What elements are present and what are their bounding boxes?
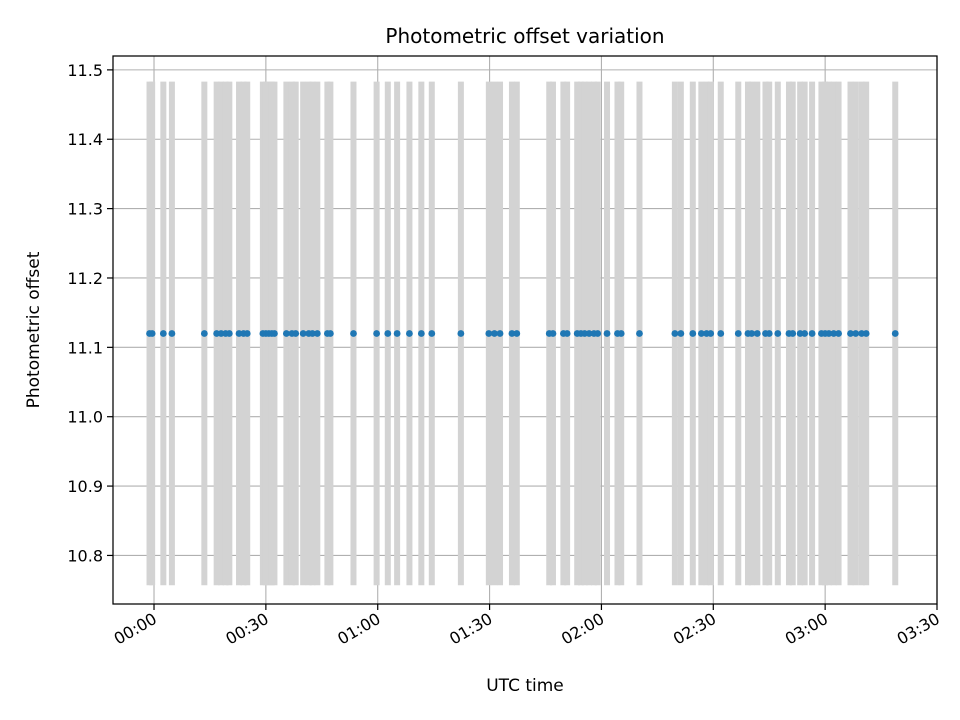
y-tick-label: 10.8: [67, 546, 103, 565]
data-point: [753, 330, 761, 337]
data-point: [765, 330, 773, 337]
data-point: [671, 330, 679, 337]
data-point: [801, 330, 809, 337]
data-point: [689, 330, 697, 337]
data-point: [617, 330, 625, 337]
data-point: [457, 330, 465, 337]
data-point: [313, 330, 321, 337]
chart-title: Photometric offset variation: [385, 24, 664, 48]
y-axis-label: Photometric offset: [24, 251, 44, 408]
data-point: [393, 330, 401, 337]
y-tick-label: 11.3: [67, 200, 103, 219]
data-points: [146, 330, 899, 337]
data-point: [697, 330, 705, 337]
data-point: [717, 330, 725, 337]
data-point: [168, 330, 176, 337]
data-point: [491, 330, 498, 337]
data-point: [774, 330, 782, 337]
data-point: [271, 330, 278, 337]
data-point: [299, 330, 307, 337]
data-point: [225, 330, 233, 337]
data-point: [485, 330, 493, 337]
y-tick-label: 11.2: [67, 269, 103, 288]
data-point: [677, 330, 685, 337]
data-point: [830, 330, 838, 337]
data-point: [549, 330, 557, 337]
data-point: [428, 330, 436, 337]
data-point: [148, 330, 156, 337]
data-point: [603, 330, 611, 337]
data-point: [326, 330, 334, 337]
data-point: [594, 330, 602, 337]
data-point: [862, 330, 870, 337]
y-tick-label: 11.4: [67, 130, 103, 149]
data-point: [563, 330, 571, 337]
data-point: [835, 330, 842, 337]
y-axis-ticks: 10.8 10.9 11.0 11.1 11.2 11.3 11.4 11.5: [67, 61, 113, 565]
data-point: [734, 330, 742, 337]
data-point: [513, 330, 521, 337]
data-point: [350, 330, 357, 337]
data-point: [508, 330, 516, 337]
y-tick-label: 11.0: [67, 408, 103, 427]
data-point: [292, 330, 300, 337]
data-point: [159, 330, 167, 337]
data-point: [496, 330, 504, 337]
data-point: [585, 330, 593, 337]
y-tick-label: 11.1: [67, 338, 103, 357]
data-point: [748, 330, 756, 337]
plot-frame: [112, 55, 938, 605]
data-point: [852, 330, 860, 337]
data-point: [406, 330, 413, 337]
data-point: [243, 330, 251, 337]
data-point: [825, 330, 833, 337]
data-point: [200, 330, 208, 337]
y-tick-label: 11.5: [67, 61, 103, 80]
data-point: [891, 330, 899, 337]
data-point: [808, 330, 816, 337]
data-point: [789, 330, 797, 337]
x-axis-label: UTC time: [486, 676, 564, 696]
data-point: [707, 330, 715, 337]
y-tick-label: 10.9: [67, 477, 103, 496]
data-point: [384, 330, 392, 337]
data-point: [636, 330, 643, 337]
data-point: [373, 330, 381, 337]
data-point: [309, 330, 316, 337]
data-point: [417, 330, 425, 337]
data-point: [847, 330, 854, 337]
data-point: [282, 330, 290, 337]
